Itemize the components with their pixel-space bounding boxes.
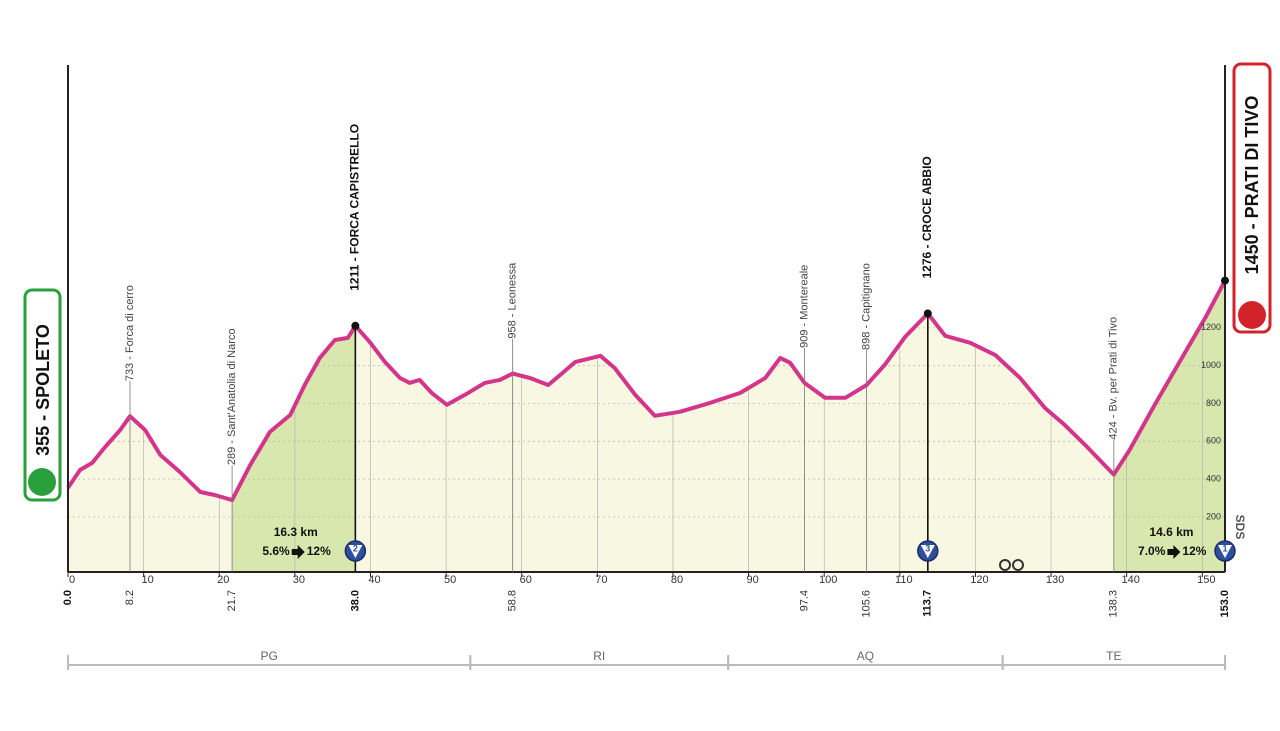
y-tick-label: 600 <box>1206 436 1221 446</box>
x-tick-label: 120 <box>970 574 988 586</box>
profile-line <box>66 279 1227 503</box>
km-label: 97.4 <box>798 590 810 611</box>
x-tick-label: 30 <box>293 574 305 586</box>
region-name: PG <box>260 649 277 663</box>
region-name: AQ <box>857 649 874 663</box>
x-tick-label: 80 <box>671 574 683 586</box>
poi-label: 898 - Capitignano <box>860 263 872 350</box>
km-label: 113.7 <box>922 590 934 617</box>
km-label: 38.0 <box>349 590 361 611</box>
poi-label: 958 - Leonessa <box>507 262 519 339</box>
climb-average: 5.6% <box>262 544 290 558</box>
km-label: 105.6 <box>860 590 872 618</box>
x-tick-label: 140 <box>1122 574 1140 586</box>
summit-dot <box>923 309 932 318</box>
x-tick-label: 90 <box>746 574 758 586</box>
start-icon <box>28 468 56 496</box>
finish-dot <box>1221 276 1229 285</box>
region-name: TE <box>1106 649 1121 663</box>
start-box <box>23 288 62 502</box>
poi-label: 1211 - FORCA CAPISTRELLO <box>348 124 362 291</box>
x-tick-label: 50 <box>444 574 456 586</box>
x-tick-label: 40 <box>368 574 380 586</box>
x-tick-label: 110 <box>895 574 913 586</box>
x-tick-label: 10 <box>141 574 153 586</box>
km-label: 138.3 <box>1108 590 1120 618</box>
climb-marker-tri <box>1218 545 1232 558</box>
climb-shade <box>232 280 356 572</box>
km-label: 8.2 <box>124 590 136 605</box>
x-tick-label: 130 <box>1046 574 1064 586</box>
poi-label: 289 - Sant'Anatolia di Narco <box>226 329 238 466</box>
climb-marker-tri <box>920 545 935 558</box>
feed-zone-icon <box>999 559 1024 571</box>
profile-area <box>68 280 1225 572</box>
climb-max: 12% <box>307 544 331 558</box>
km-label: 58.8 <box>507 590 519 611</box>
x-tick-label: 100 <box>819 574 837 586</box>
climb-category: 2 <box>353 543 358 553</box>
finish-icon <box>1238 301 1266 329</box>
y-tick-label: 1200 <box>1201 322 1221 332</box>
start-name: 355 - SPOLETO <box>33 324 53 456</box>
summit-dot <box>351 321 360 330</box>
poi-label: 733 - Forca di cerro <box>124 285 136 381</box>
km-label: 153.0 <box>1219 590 1231 618</box>
logo: SDS <box>1233 515 1247 540</box>
y-tick-label: 400 <box>1206 474 1221 484</box>
climb-length: 14.6 km <box>1149 525 1193 539</box>
km-label: 21.7 <box>226 590 238 611</box>
y-tick-label: 1000 <box>1201 360 1221 370</box>
climb-length: 16.3 km <box>274 525 318 539</box>
climb-category: 3 <box>925 543 930 553</box>
climb-arrow <box>1167 545 1181 559</box>
y-tick-label: 200 <box>1206 511 1221 521</box>
x-tick-label: 60 <box>520 574 532 586</box>
climb-category: 1 <box>1222 543 1227 553</box>
climb-arrow <box>291 545 305 559</box>
climb-average: 7.0% <box>1138 544 1166 558</box>
km-label: 0.0 <box>62 590 74 605</box>
climb-marker-tri <box>348 545 363 558</box>
poi-label: 424 - Bv. per Prati di Tivo <box>1108 317 1120 440</box>
x-tick-label: 150 <box>1197 574 1215 586</box>
finish-name: 1450 - PRATI DI TIVO <box>1242 96 1262 275</box>
finish-box <box>1232 62 1272 334</box>
x-tick-label: 70 <box>595 574 607 586</box>
y-tick-label: 800 <box>1206 398 1221 408</box>
climb-shade <box>1113 280 1225 572</box>
x-tick-label: 20 <box>217 574 229 586</box>
poi-label: 909 - Montereale <box>798 265 810 348</box>
climb-max: 12% <box>1182 544 1206 558</box>
region-name: RI <box>593 649 605 663</box>
poi-label: 1276 - CROCE ABBIO <box>920 156 934 278</box>
x-tick-label: 0 <box>69 574 75 586</box>
